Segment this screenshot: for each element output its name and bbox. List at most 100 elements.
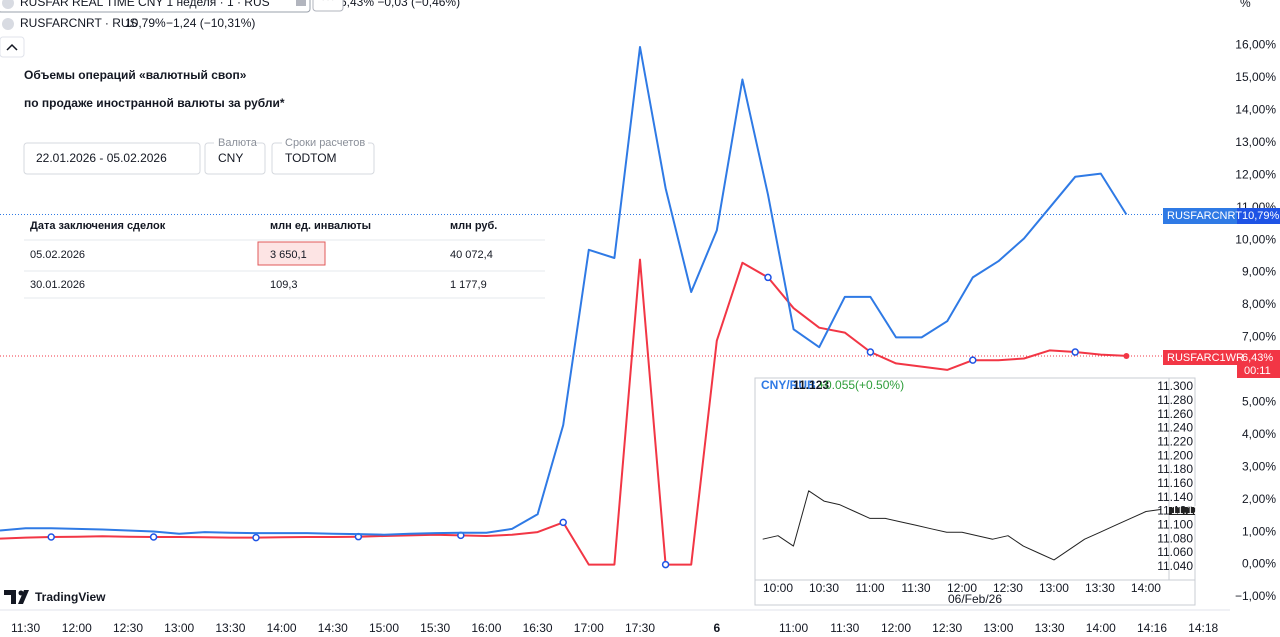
y-tick-label: 11.160 [1157,476,1193,490]
x-tick-label: 14:00 [1131,581,1161,595]
x-tick-label: 12:00 [62,621,92,635]
x-tick-label: 11:00 [779,621,808,635]
price-tag [1237,208,1280,224]
y-tick-label: 9,00% [1242,265,1276,279]
x-tick-label: 12:30 [932,621,962,635]
x-tick-label: 11:00 [855,581,884,595]
more-dots: °°° [321,0,336,8]
x-tick-label: 11:30 [901,581,930,595]
logo-text: TradingView [35,590,106,604]
x-tick-label: 14:00 [267,621,297,635]
x-tick-label: 11:30 [11,621,40,635]
x-tick-label: 16:00 [471,621,501,635]
x-tick-label: 10:30 [809,581,839,595]
price-tag [1163,208,1237,224]
y-tick-label: 5,00% [1242,395,1276,409]
series-line [0,46,1128,536]
legend-change: −1,24 (−10,31%) [166,16,255,30]
x-tick-label: 13:00 [983,621,1013,635]
x-tick-label: 10:00 [763,581,793,595]
y-tick-label: −1,00% [1235,589,1276,603]
series-line [762,490,1162,561]
y-tick-label: 0,00% [1242,557,1276,571]
axis-unit: % [1240,0,1251,10]
y-tick-label: 2,00% [1242,492,1276,506]
eye-icon[interactable] [296,0,306,6]
currency-value: CNY [218,151,243,165]
inset-date: 06/Feb/26 [948,592,1002,606]
table-cell: 3 650,1 [270,249,307,261]
x-tick-label: 13:30 [215,621,245,635]
y-tick-label: 11.280 [1157,393,1193,407]
y-tick-label: 7,00% [1242,330,1276,344]
y-tick-label: 15,00% [1235,70,1276,84]
legend-row1-box[interactable] [0,0,311,13]
collapse-button[interactable] [0,36,25,58]
symbol-icon [2,0,14,9]
y-tick-label: 12,00% [1235,167,1276,181]
table-cell: 109,3 [270,279,298,291]
x-tick-label: 14:30 [318,621,348,635]
x-tick-label: 17:00 [574,621,604,635]
legend-series-name: RUSFARCNRT · RUS [20,16,138,30]
point-marker [661,560,670,569]
date-range: 22.01.2026 - 05.02.2026 [36,151,167,165]
x-tick-label: 12:00 [947,581,977,595]
point-marker [559,518,567,527]
term-value: TODTOM [285,151,337,165]
y-tick-label: 11.180 [1157,462,1193,476]
table-cell: 40 072,4 [450,249,493,261]
legend-change: 6,43% −0,03 (−0,46%) [340,0,460,9]
table-header: млн ед. инвалюты [270,220,371,232]
x-tick-label: 14:00 [1086,621,1116,635]
date-range-field[interactable] [23,142,201,175]
highlight [257,241,326,266]
x-tick-label: 13:00 [164,621,194,635]
y-tick-label: 11.060 [1157,545,1193,559]
inset-change: +0.055(+0.50%) [818,378,904,392]
inset-frame [754,377,1196,606]
price-tag-name: RUSFARC1WR [1167,352,1244,364]
x-tick-label: 6 [713,621,720,635]
y-tick-label: 11.200 [1157,448,1193,462]
chevron [6,43,18,51]
price-tag-value: 10,79% [1242,210,1280,222]
table-header: млн руб. [450,220,497,232]
field-label: Сроки расчетов [285,137,365,149]
y-tick-label: 14,00% [1235,102,1276,116]
symbol-icon [2,18,14,30]
price-tag-name: RUSFARCNRT [1167,210,1242,222]
table-cell: 05.02.2026 [30,249,85,261]
x-tick-label: 13:30 [1035,621,1065,635]
y-tick-label: 11.140 [1157,490,1193,504]
point-marker [1071,348,1079,356]
point-marker [866,348,875,356]
x-tick-label: 15:30 [420,621,450,635]
legend-series-name: RUSFAR REAL TIME CNY 1 неделя · 1 · RUS [20,0,270,9]
table-header: Дата заключения сделок [30,220,166,232]
point-marker [764,273,772,282]
x-tick-label: 12:30 [113,621,143,635]
y-tick-label: 11.240 [1157,421,1193,435]
y-tick-label: 11.220 [1157,435,1193,449]
more-button[interactable] [312,0,344,12]
inset-price-tag [1169,507,1195,515]
price-tag [1163,350,1237,365]
x-tick-label: 12:00 [881,621,911,635]
field-label: Валюта [218,137,258,149]
x-tick-label: 17:30 [625,621,655,635]
main-chart: 16,00%15,00%14,00%13,00%12,00%11,00%10,0… [0,38,1276,635]
y-tick-label: 11.080 [1157,531,1193,545]
panel-title: Объемы операций «валютный своп» [24,68,247,82]
legend-last: 10,79% [125,16,166,30]
y-tick-label: 11.260 [1157,407,1193,421]
y-tick-label: 16,00% [1235,38,1276,52]
x-tick-label: 11:30 [830,621,859,635]
inset-price: 11.123 [793,378,829,392]
logo-mark [4,590,29,604]
logo-dot [18,590,24,596]
point-marker [969,356,977,364]
